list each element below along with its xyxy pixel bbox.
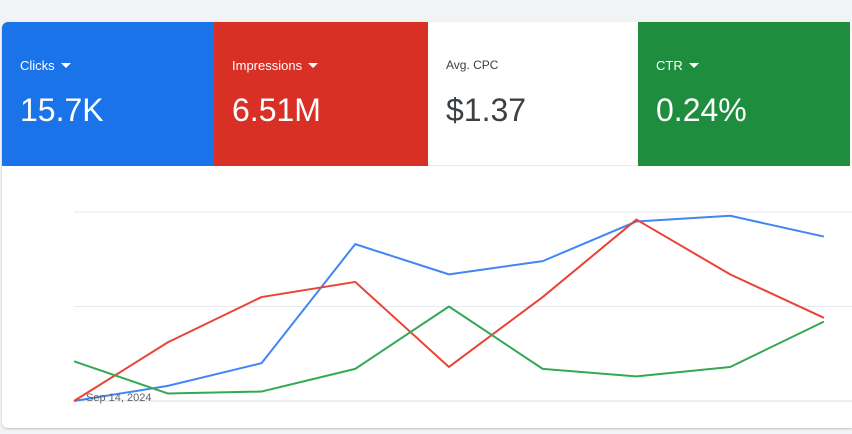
- x-axis-date-label: Sep 14, 2024: [86, 392, 152, 404]
- ctr-tile[interactable]: CTR 0.24%: [638, 22, 852, 166]
- ctr-value: 0.24%: [656, 92, 747, 128]
- ctr-label: CTR: [656, 58, 683, 73]
- avg-cpc-label: Avg. CPC: [446, 58, 499, 72]
- impressions-metric-selector[interactable]: Impressions: [232, 58, 319, 73]
- dropdown-caret-icon: [308, 63, 319, 68]
- metric-tiles: Clicks 15.7K Impressions 6.51M Avg. CPC …: [2, 22, 852, 166]
- dropdown-caret-icon: [60, 63, 71, 68]
- impressions-tile[interactable]: Impressions 6.51M: [214, 22, 428, 166]
- ctr-series-line: [73, 305, 825, 395]
- avg-cpc-tile[interactable]: Avg. CPC $1.37: [428, 22, 638, 166]
- clicks-value: 15.7K: [20, 92, 104, 128]
- clicks-label: Clicks: [20, 58, 55, 73]
- performance-chart: Sep 14, 2024: [2, 166, 852, 428]
- impressions-label: Impressions: [232, 58, 303, 73]
- clicks-tile[interactable]: Clicks 15.7K: [2, 22, 214, 166]
- clicks-series-line: [73, 214, 825, 402]
- avg-cpc-value: $1.37: [446, 92, 527, 128]
- impressions-value: 6.51M: [232, 92, 321, 128]
- metrics-card: Clicks 15.7K Impressions 6.51M Avg. CPC …: [2, 22, 852, 428]
- dropdown-caret-icon: [688, 63, 699, 68]
- clicks-metric-selector[interactable]: Clicks: [20, 58, 71, 73]
- ctr-metric-selector[interactable]: CTR: [656, 58, 699, 73]
- line-chart-svg: [73, 211, 852, 402]
- impressions-series-line: [73, 218, 825, 402]
- next-tile-edge: [850, 22, 852, 166]
